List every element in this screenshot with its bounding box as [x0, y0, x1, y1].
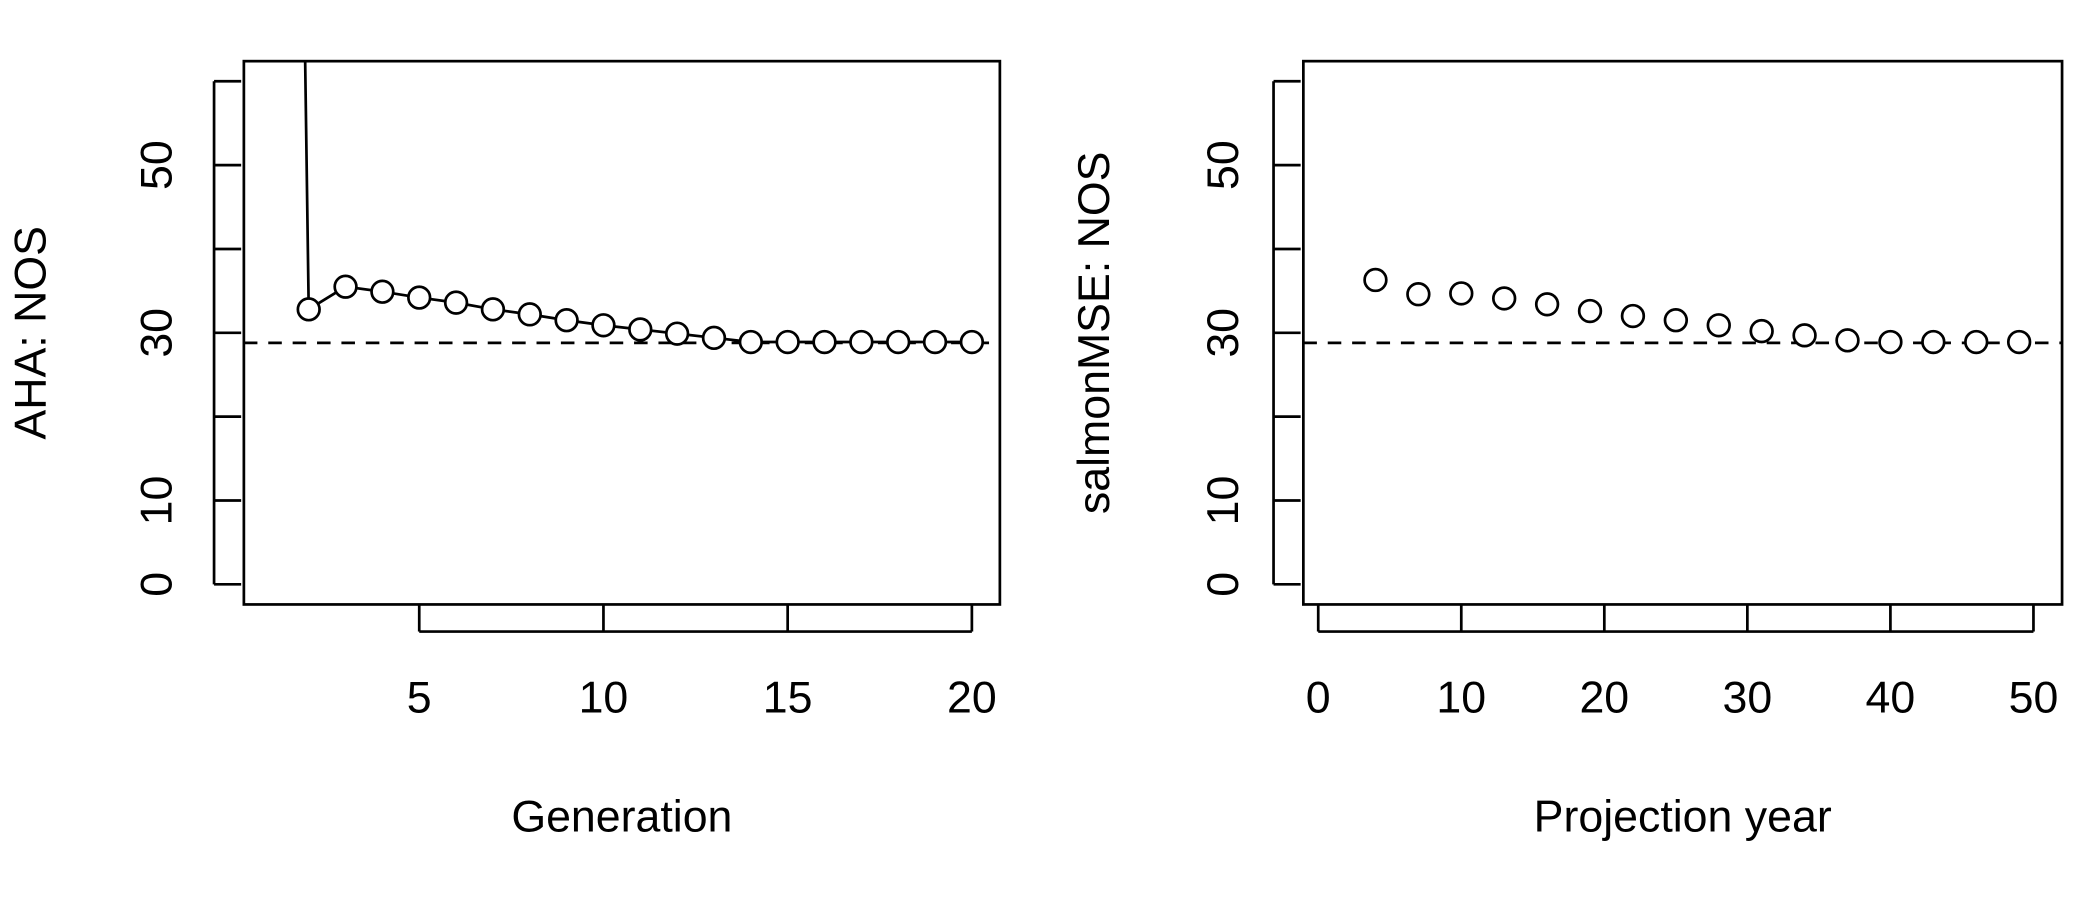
marker — [480, 297, 506, 322]
marker — [1964, 329, 1989, 355]
marker — [1921, 329, 1946, 355]
y-tick-label: 50 — [133, 140, 182, 190]
x-tick-label: 30 — [1723, 673, 1773, 722]
x-axis-title: Projection year — [1534, 793, 1832, 842]
y-tick-label: 30 — [133, 308, 182, 358]
marker — [1406, 282, 1431, 307]
marker — [775, 329, 800, 355]
y-tick-label: 0 — [1199, 572, 1248, 597]
x-tick-label: 10 — [1436, 673, 1486, 722]
y-tick-label: 30 — [1199, 308, 1248, 358]
marker — [849, 329, 874, 355]
plot-box — [1301, 59, 2064, 606]
marker — [2006, 329, 2032, 355]
marker — [1792, 323, 1817, 348]
y-axis-title: salmonMSE: NOS — [1070, 152, 1119, 515]
marker — [1706, 313, 1731, 338]
marker — [1491, 286, 1517, 311]
x-tick-label: 5 — [407, 673, 432, 722]
y-tick-label: 10 — [133, 476, 182, 526]
x-tick-label: 15 — [763, 673, 813, 722]
marker — [959, 329, 985, 355]
plot-area — [1303, 267, 2063, 355]
marker — [1534, 292, 1560, 317]
marker — [1878, 329, 1903, 355]
x-axis-title: Generation — [511, 793, 732, 842]
marker — [1835, 328, 1860, 353]
marker — [1363, 267, 1388, 293]
x-tick-label: 0 — [1306, 673, 1331, 722]
marker — [407, 285, 432, 310]
marker — [922, 329, 948, 355]
marker — [517, 302, 542, 327]
marker — [738, 329, 764, 355]
marker — [554, 308, 579, 333]
x-tick-label: 50 — [2009, 673, 2059, 722]
marker — [1577, 298, 1603, 324]
plot-box — [242, 59, 1002, 606]
marker — [628, 317, 653, 342]
marker — [812, 329, 837, 355]
marker — [333, 274, 358, 299]
x-tick-label: 20 — [1579, 673, 1629, 722]
x-tick-label: 40 — [1866, 673, 1916, 722]
marker — [1749, 318, 1774, 344]
marker — [443, 290, 469, 315]
marker — [591, 313, 616, 338]
y-tick-label: 10 — [1199, 476, 1248, 526]
marker — [1449, 281, 1474, 306]
marker — [701, 325, 727, 351]
y-tick-label: 0 — [133, 572, 182, 597]
marker — [1620, 303, 1646, 329]
panel: 0 10 30 50 5 10 15 20 Generation AHA: NOS — [7, 59, 1002, 842]
y-axis-title: AHA: NOS — [7, 226, 56, 440]
marker — [296, 297, 321, 322]
marker — [664, 321, 690, 346]
plot-area — [243, 61, 1000, 355]
marker — [1663, 308, 1689, 333]
y-tick-label: 50 — [1199, 140, 1248, 190]
x-tick-label: 20 — [947, 673, 997, 722]
marker — [370, 279, 395, 304]
x-tick-label: 10 — [579, 673, 629, 722]
panel: 0 10 30 50 0 10 20 30 40 50 Projection year salmonM… — [1070, 59, 2064, 842]
marker — [885, 329, 911, 355]
